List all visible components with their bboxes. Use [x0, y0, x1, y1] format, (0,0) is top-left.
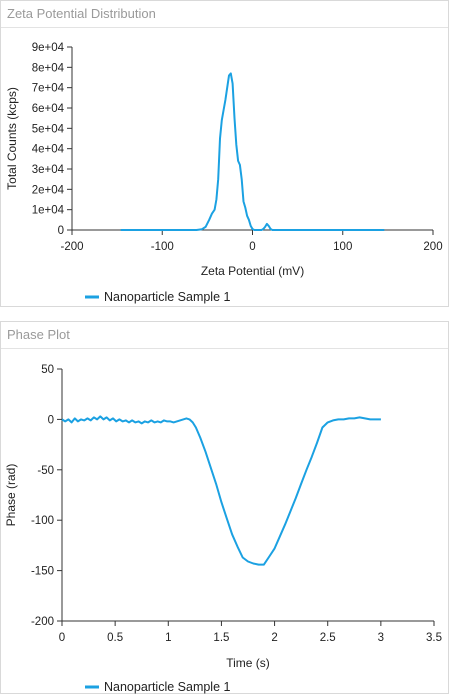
zeta-y-tick-label: 2e+04	[32, 184, 65, 196]
zeta-y-tick-label: 1e+04	[32, 205, 65, 217]
zeta-x-tick-label: 200	[423, 241, 442, 253]
phase-y-tick-label: 50	[41, 364, 54, 376]
zeta-y-axis-title: Total Counts (kcps)	[5, 87, 19, 190]
phase-x-tick-label: 0	[59, 632, 65, 644]
phase-legend-label: Nanoparticle Sample 1	[104, 680, 231, 694]
zeta-series-line	[120, 72, 385, 231]
zeta-y-tick-label: 7e+04	[32, 83, 65, 95]
zeta-x-tick-label: 100	[333, 241, 352, 253]
phase-y-tick-label: -200	[31, 616, 54, 628]
phase-y-tick-label: -100	[31, 515, 54, 527]
zeta-x-axis-title: Zeta Potential (mV)	[201, 264, 304, 278]
zeta-y-tick-label: 4e+04	[32, 144, 65, 156]
zeta-x-tick-label: -200	[60, 241, 83, 253]
phase-y-axis-title: Phase (rad)	[4, 464, 18, 527]
zeta-y-tick-label: 5e+04	[32, 123, 65, 135]
zeta-y-tick-label: 3e+04	[32, 164, 65, 176]
phase-x-tick-label: 2.5	[320, 632, 336, 644]
phase-y-tick-label: -150	[31, 566, 54, 578]
zeta-panel-title: Zeta Potential Distribution	[7, 6, 156, 21]
phase-x-tick-label: 1	[165, 632, 171, 644]
phase-x-tick-label: 1.5	[213, 632, 229, 644]
phase-panel-title: Phase Plot	[7, 327, 70, 342]
phase-panel-header: Phase Plot	[1, 322, 448, 349]
zeta-x-tick-label: -100	[151, 241, 174, 253]
zeta-y-tick-label: 6e+04	[32, 103, 65, 115]
phase-y-tick-label: 0	[48, 414, 54, 426]
zeta-y-tick-label: 0	[58, 225, 64, 237]
phase-plot-panel: Phase Plot -200 -150 -100 -50 0 50 0 0.5 1 1.5 2 2.…	[0, 321, 449, 694]
phase-x-tick-label: 3	[378, 632, 384, 644]
phase-x-axis-title: Time (s)	[226, 656, 270, 670]
zeta-x-tick-label: 0	[249, 241, 255, 253]
phase-series-line	[61, 415, 381, 566]
phase-x-tick-label: 0.5	[107, 632, 123, 644]
zeta-potential-chart: 0 1e+04 2e+04 3e+04 4e+04 5e+04 6e+04 7e+04 8e+0…	[5, 42, 443, 304]
zeta-y-tick-label: 9e+04	[32, 42, 65, 54]
phase-y-tick-label: -50	[37, 465, 54, 477]
phase-x-tick-label: 3.5	[426, 632, 442, 644]
zeta-y-tick-label: 8e+04	[32, 62, 65, 74]
phase-x-tick-label: 2	[271, 632, 277, 644]
phase-plot-chart: -200 -150 -100 -50 0 50 0 0.5 1 1.5 2 2.5 3 3.5 Time (…	[4, 364, 442, 694]
zeta-potential-panel: Zeta Potential Distribution 0 1e+04 2e+04 3…	[0, 0, 449, 307]
zeta-panel-header: Zeta Potential Distribution	[1, 1, 448, 28]
zeta-legend-label: Nanoparticle Sample 1	[104, 290, 231, 304]
